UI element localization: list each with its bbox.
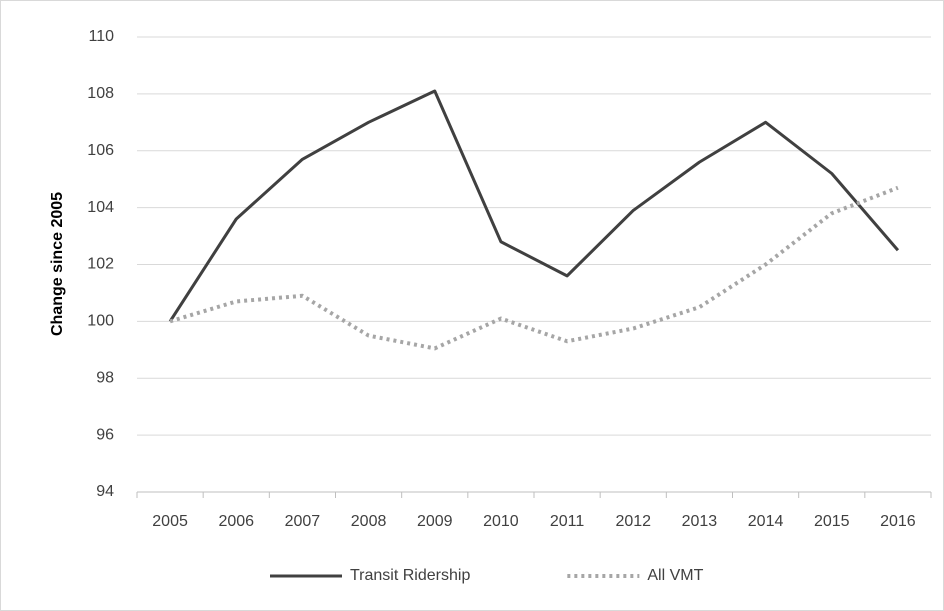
x-tick-label: 2010 <box>483 513 519 530</box>
x-tick-label: 2009 <box>417 513 453 530</box>
y-tick-label: 108 <box>87 85 114 102</box>
legend-label: Transit Ridership <box>350 567 470 584</box>
series-line <box>169 185 899 351</box>
y-tick-label: 106 <box>87 142 114 159</box>
legend-label: All VMT <box>647 567 703 584</box>
y-tick-label: 94 <box>96 483 114 500</box>
x-tick-label: 2014 <box>748 513 784 530</box>
x-tick-label: 2007 <box>285 513 321 530</box>
x-tick-label: 2015 <box>814 513 850 530</box>
x-tick-label: 2012 <box>615 513 651 530</box>
y-tick-label: 102 <box>87 256 114 273</box>
x-tick-label: 2008 <box>351 513 387 530</box>
x-tick-label: 2011 <box>550 513 585 530</box>
x-tick-label: 2016 <box>880 513 916 530</box>
x-tick-label: 2013 <box>682 513 718 530</box>
y-tick-label: 104 <box>87 199 114 216</box>
y-axis-label: Change since 2005 <box>49 192 66 336</box>
y-tick-label: 110 <box>88 28 114 45</box>
y-tick-label: 98 <box>96 369 114 386</box>
series-line <box>168 89 900 323</box>
y-tick-label: 100 <box>87 313 114 330</box>
y-tick-label: 96 <box>96 426 114 443</box>
x-tick-label: 2005 <box>152 513 188 530</box>
x-tick-label: 2006 <box>218 513 254 530</box>
